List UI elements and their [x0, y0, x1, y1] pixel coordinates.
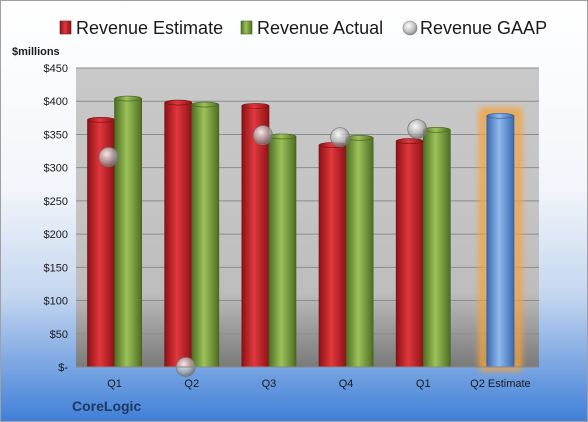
bar-revenue-estimate	[241, 105, 270, 368]
legend-label: Revenue Estimate	[76, 18, 223, 38]
bar-revenue-estimate	[395, 140, 424, 368]
y-tick-label: $200	[44, 229, 68, 241]
plot-area	[76, 68, 539, 367]
y-tick-label: $100	[44, 296, 68, 308]
bar-revenue-actual	[268, 136, 297, 368]
point-revenue-gaap	[407, 119, 428, 140]
x-axis-categories: Q1 Q2 Q3 Q4 Q1 Q2 Estimate	[107, 378, 530, 390]
y-tick-label: $350	[44, 129, 68, 141]
legend: Revenue Estimate Revenue Actual Revenue GA…	[59, 18, 547, 38]
bar-revenue-actual-top	[191, 101, 220, 108]
x-category-label: Q1	[107, 378, 122, 390]
point-revenue-gaap	[253, 125, 273, 146]
bar-revenue-estimate-top	[241, 103, 270, 109]
y-tick-label: $50	[50, 329, 68, 341]
bar-revenue-estimate	[318, 144, 347, 368]
gaap-markers	[98, 119, 428, 377]
legend-swatch	[402, 20, 418, 36]
bars	[87, 95, 522, 371]
bar-revenue-estimate-top	[164, 99, 193, 106]
y-tick-label: $150	[44, 262, 68, 274]
y-axis-ticks: $- $50 $100 $150 $200 $250 $300 $350 $400 $450	[44, 63, 69, 374]
bar-revenue-actual	[422, 129, 451, 368]
y-tick-label: $450	[44, 63, 68, 75]
bar-revenue-actual-top	[114, 95, 142, 102]
bar-revenue-estimate-top	[87, 117, 115, 123]
bar-revenue-actual	[114, 98, 142, 368]
y-tick-label: $400	[44, 96, 68, 108]
x-category-label: Q2	[184, 378, 199, 390]
bar-revenue-actual-top	[268, 133, 297, 140]
x-category-label: Q2 Estimate	[470, 378, 531, 390]
legend-label: Revenue Actual	[257, 18, 383, 38]
point-revenue-gaap	[330, 127, 350, 148]
legend-label: Revenue GAAP	[420, 18, 547, 38]
y-tick-label: $-	[58, 362, 68, 374]
x-category-label: Q3	[262, 378, 277, 390]
x-category-label: Q4	[339, 378, 354, 390]
company-name: CoreLogic	[72, 398, 141, 414]
bar-revenue-actual-top	[345, 134, 374, 141]
bar-q2-estimate-top	[486, 113, 515, 119]
bar-revenue-actual	[191, 104, 220, 368]
x-category-label: Q1	[416, 378, 431, 390]
bar-q2-estimate	[486, 115, 515, 368]
bar-revenue-estimate	[164, 102, 193, 368]
legend-swatch	[240, 20, 253, 35]
y-tick-label: $300	[44, 163, 68, 175]
bar-revenue-actual-top	[422, 126, 451, 133]
y-tick-label: $250	[44, 196, 68, 208]
legend-swatch	[59, 20, 72, 35]
bar-revenue-estimate-top	[395, 138, 424, 144]
point-revenue-gaap	[98, 147, 119, 167]
y-axis-unit-label: $millions	[12, 46, 60, 58]
bar-revenue-actual	[345, 137, 374, 368]
